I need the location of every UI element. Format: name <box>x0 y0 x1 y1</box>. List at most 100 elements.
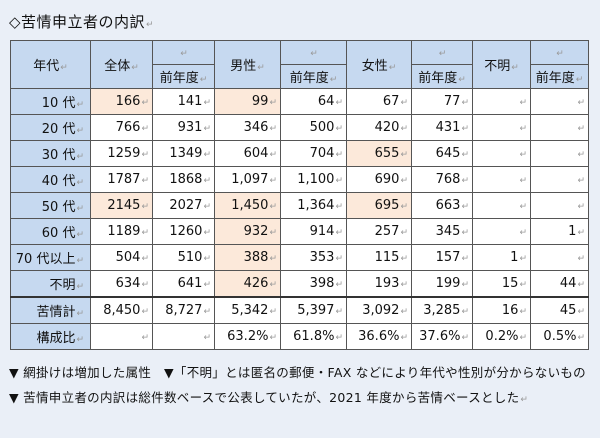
table-cell <box>530 88 589 115</box>
cell-text: 1349 <box>169 146 211 161</box>
table-cell: 44 <box>530 270 589 298</box>
table-cell <box>530 192 589 219</box>
row-label: 10 代 <box>10 88 91 115</box>
table-cell: 1,100 <box>280 166 347 193</box>
table-cell: 115 <box>346 244 412 271</box>
complainant-breakdown-table: 年代全体男性女性不明前年度前年度前年度前年度10 代16614199646777… <box>10 40 589 350</box>
cell-text: 8,450 <box>103 303 149 318</box>
table-cell: 398 <box>280 270 347 298</box>
cell-text: 500 <box>310 120 343 135</box>
table-cell: 199 <box>411 270 473 298</box>
header-prev-year: 前年度 <box>280 64 347 89</box>
cell-text: 構成比 <box>36 331 84 346</box>
table-cell: 655 <box>346 140 412 167</box>
header-group: 不明 <box>472 40 531 89</box>
cell-text: 931 <box>178 120 211 135</box>
cell-text: 257 <box>375 224 408 239</box>
header-blank <box>152 40 215 65</box>
row-label: 構成比 <box>10 323 91 350</box>
table-cell: 2027 <box>152 192 215 219</box>
table-cell: 16 <box>472 296 531 324</box>
table-cell: 504 <box>90 244 153 271</box>
cell-text: 199 <box>436 276 469 291</box>
table-cell: 8,727 <box>152 296 215 324</box>
table-row: 不明 634 641 426 398 193 199 15 44 <box>10 270 589 298</box>
cell-text: 2145 <box>107 198 149 213</box>
cell-text: 前年度 <box>418 71 466 86</box>
table-cell: 914 <box>280 218 347 245</box>
table-cell: 67 <box>346 88 412 115</box>
cell-text <box>438 45 447 60</box>
cell-text: 40 代 <box>42 174 84 189</box>
header-blank <box>530 40 589 65</box>
cell-text: 1,364 <box>297 198 343 213</box>
cell-text: 2027 <box>169 198 211 213</box>
cell-text: 64 <box>318 94 343 109</box>
table-cell: 257 <box>346 218 412 245</box>
cell-text: 704 <box>310 146 343 161</box>
header-row: 前年度 前年度 前年度 前年度 <box>11 64 589 89</box>
table-cell: 768 <box>411 166 473 193</box>
table-cell: 1260 <box>152 218 215 245</box>
cell-text: 634 <box>116 276 149 291</box>
cell-text <box>518 120 527 135</box>
cell-text: 641 <box>178 276 211 291</box>
cell-text: 604 <box>244 146 277 161</box>
cell-text: 67 <box>383 94 408 109</box>
cell-text: 431 <box>436 120 469 135</box>
table-cell: 353 <box>280 244 347 271</box>
cell-text: 20 代 <box>42 122 84 137</box>
cell-text <box>518 146 527 161</box>
table-cell: 690 <box>346 166 412 193</box>
cell-text: 1868 <box>169 172 211 187</box>
cell-text: 不明 <box>484 59 519 74</box>
cell-text: 766 <box>116 120 149 135</box>
cell-text: 690 <box>375 172 408 187</box>
table-row: 60 代 1189 1260 932 914 257 345 1 <box>10 218 589 245</box>
table-cell: 2145 <box>90 192 153 219</box>
header-prev-year: 前年度 <box>530 64 589 89</box>
cell-text: 前年度 <box>290 71 338 86</box>
table-cell: 77 <box>411 88 473 115</box>
cell-text: 63.2% <box>227 329 277 344</box>
cell-text: 36.6% <box>358 329 408 344</box>
cell-text <box>140 329 149 344</box>
table-cell: 1 <box>472 244 531 271</box>
cell-text <box>576 250 585 265</box>
table-cell: 45 <box>530 296 589 324</box>
cell-text: 全体 <box>104 59 139 74</box>
table-cell: 3,092 <box>346 296 412 324</box>
cell-text: 141 <box>178 94 211 109</box>
row-label: 苦情計 <box>10 296 91 324</box>
cell-text: 10 代 <box>42 96 84 111</box>
cell-text: 1,450 <box>231 198 277 213</box>
cell-text: 60 代 <box>42 226 84 241</box>
cell-text: 932 <box>244 224 277 239</box>
row-label: 50 代 <box>10 192 91 219</box>
row-label: 70 代以上 <box>10 244 91 271</box>
table-cell: 8,450 <box>90 296 153 324</box>
cell-text: 655 <box>375 146 408 161</box>
table-cell: 1 <box>530 218 589 245</box>
cell-text: 1260 <box>169 224 211 239</box>
cell-text: 年代 <box>33 59 68 74</box>
cell-text: 3,285 <box>423 303 469 318</box>
table-cell: 510 <box>152 244 215 271</box>
table-row: 70 代以上 504 510 388 353 115 157 1 <box>10 244 589 271</box>
cell-text: 420 <box>375 120 408 135</box>
table-cell: 193 <box>346 270 412 298</box>
table-row: 10 代 166 141 99 64 67 77 <box>10 88 589 115</box>
cell-text: 61.8% <box>293 329 343 344</box>
table-cell: 1189 <box>90 218 153 245</box>
table-cell: 64 <box>280 88 347 115</box>
table-cell <box>530 114 589 141</box>
cell-text: 0.2% <box>485 329 527 344</box>
cell-text: 50 代 <box>42 200 84 215</box>
header-group: 女性 <box>346 40 412 89</box>
table-cell: 663 <box>411 192 473 219</box>
table-cell: 15 <box>472 270 531 298</box>
cell-text: 30 代 <box>42 148 84 163</box>
cell-text: 男性 <box>230 59 265 74</box>
page-title: ◇苦情申立者の内訳 <box>9 11 154 32</box>
table-cell <box>90 323 153 350</box>
